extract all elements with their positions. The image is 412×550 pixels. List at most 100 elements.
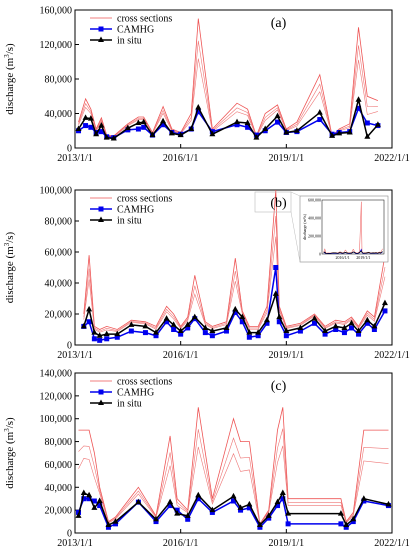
data-point-camhg [83,123,89,129]
panel-label: (b) [270,196,287,211]
data-point-in-situ [91,504,98,510]
data-point-camhg [356,105,362,111]
data-point-camhg [356,331,362,337]
data-point-in-situ [86,305,93,312]
data-point-camhg [232,309,238,315]
data-point-in-situ [276,313,283,320]
data-point-in-situ [283,128,290,135]
data-point-in-situ [230,492,237,499]
data-point-camhg [153,333,159,339]
y-axis-label-sup: 3 [3,54,11,58]
data-point-in-situ [140,118,147,125]
data-point-camhg [97,337,103,343]
y-axis-label-text: discharge (m [4,57,16,114]
data-point-in-situ [316,109,323,115]
data-point-camhg [223,328,229,334]
inset-connector [290,191,301,197]
data-point-camhg [275,119,281,125]
x-tick-label: 2022/1/1 [374,153,410,164]
data-point-in-situ [174,510,181,516]
data-point-camhg [113,521,119,527]
data-point-in-situ [103,134,110,140]
data-point-in-situ [163,315,170,321]
data-point-camhg [86,496,92,502]
data-point-in-situ [112,518,119,524]
y-tick-label: 0 [67,341,72,352]
data-point-camhg [231,498,236,504]
data-point-in-situ [86,491,93,498]
data-point-camhg [128,328,134,334]
legend-label: cross sections [117,14,172,25]
data-point-camhg [341,330,347,336]
data-point-camhg [382,308,388,314]
data-point-in-situ [348,319,355,326]
legend-marker-camhg [98,206,104,212]
data-point-in-situ [371,322,378,329]
data-point-camhg [266,515,272,521]
data-point-in-situ [184,321,191,327]
inset-plot-frame [321,199,385,255]
data-point-in-situ [82,114,89,120]
data-point-in-situ [279,489,286,495]
data-point-in-situ [350,515,357,522]
inset-x-tick-label: 2016/1/1 [336,255,350,260]
data-point-in-situ [274,498,281,505]
legend-marker-camhg [98,26,104,32]
series-line-cross-sections [83,189,386,330]
data-point-camhg [195,496,201,502]
data-point-camhg [364,320,370,326]
legend-marker-camhg [98,389,104,395]
data-point-camhg [255,333,261,339]
data-point-camhg [246,334,252,340]
data-point-camhg [312,320,318,326]
data-point-in-situ [184,512,191,518]
data-point-camhg [317,117,323,123]
inset-y-tick-label: 0 [319,252,321,257]
y-axis-label-sup: 3 [3,428,11,432]
data-point-camhg [178,331,184,337]
data-point-camhg [239,319,245,325]
data-point-camhg [283,333,289,339]
data-point-in-situ [246,329,253,335]
data-point-in-situ [209,327,216,334]
data-point-camhg [167,503,173,509]
data-point-in-situ [337,510,344,516]
data-point-in-situ [381,299,388,306]
data-point-in-situ [188,125,195,132]
data-point-camhg [88,124,94,130]
y-tick-label: 80,000 [45,437,73,448]
data-point-in-situ [153,329,160,335]
data-point-camhg [257,524,263,530]
data-point-in-situ [80,322,87,329]
data-point-camhg [245,124,251,130]
inset-x-tick-label: 2019/1/1 [356,255,370,260]
data-point-in-situ [75,125,82,132]
data-point-in-situ [195,491,202,498]
data-point-camhg [209,509,215,515]
data-point-in-situ [128,321,135,327]
inset-y-tick-label: 200,000 [308,234,321,240]
data-point-in-situ [283,327,290,334]
data-point-camhg [333,327,339,332]
y-tick-label: 20,000 [45,310,73,321]
x-tick-label: 2016/1/1 [163,350,199,361]
data-point-in-situ [209,506,216,513]
data-point-in-situ [346,128,353,135]
data-point-in-situ [336,129,343,136]
data-point-camhg [275,503,281,509]
y-tick-label: 60,000 [45,248,73,259]
data-point-in-situ [191,313,198,320]
y-tick-label: 160,000 [40,6,73,17]
data-point-camhg [105,524,111,530]
data-point-camhg [135,126,141,132]
data-point-in-situ [256,521,263,527]
data-point-camhg [338,521,344,527]
series-line-cross-sections [78,407,389,526]
inset-frame [299,195,389,263]
data-point-camhg [371,327,377,332]
data-point-in-situ [96,497,103,503]
data-point-camhg [285,521,291,527]
data-point-camhg [238,507,244,513]
data-point-in-situ [364,133,371,139]
